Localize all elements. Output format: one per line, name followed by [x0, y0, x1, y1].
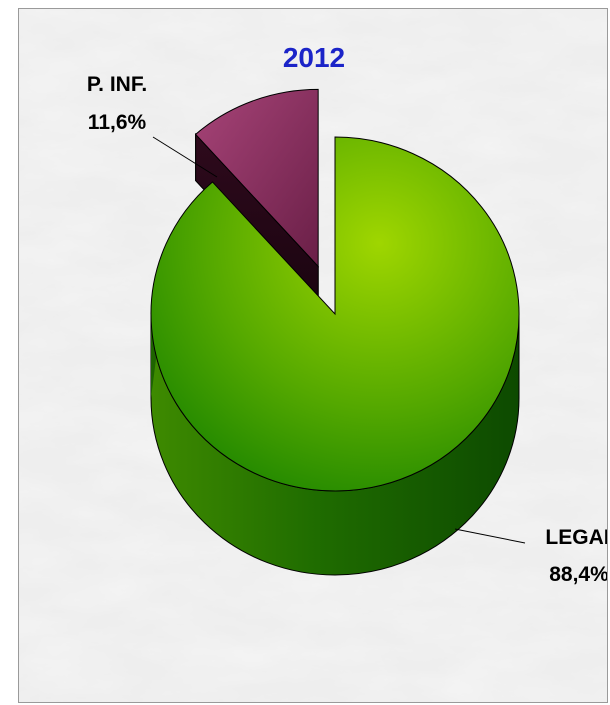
- leader-line-p-inf: [152, 136, 218, 178]
- legend-label-p-inf: P. INF.: [87, 73, 147, 96]
- value-label-p-inf: 11,6%: [88, 111, 147, 134]
- legend-label-legal: LEGAL: [545, 526, 608, 549]
- chart-title: 2012: [283, 42, 345, 73]
- slice-top-legal: [150, 136, 520, 492]
- value-label-legal: 88,4%: [549, 563, 608, 586]
- leader-line-legal: [454, 528, 526, 544]
- pie-slices: [150, 88, 520, 576]
- slice-top-p-inf: [194, 88, 319, 268]
- pie-chart: 2012 LEGAL 88,4% P. INF. 11,6%: [19, 9, 608, 702]
- chart-frame: 2012 LEGAL 88,4% P. INF. 11,6%: [18, 8, 608, 703]
